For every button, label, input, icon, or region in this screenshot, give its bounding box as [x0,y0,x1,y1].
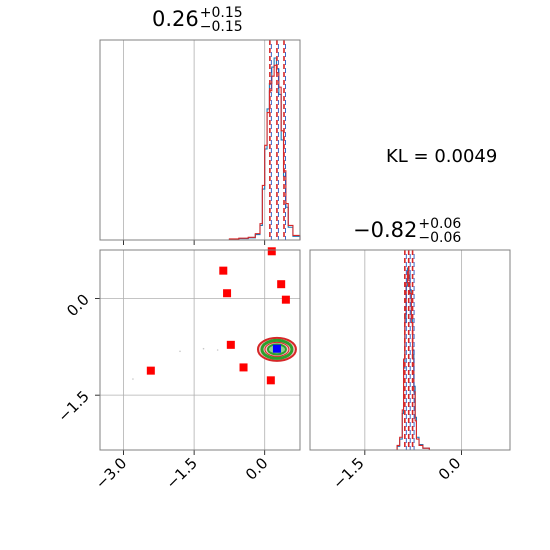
scatter-point [223,289,232,298]
contour-ref [264,341,290,357]
joint-panel: −3.0 −1.5 0.00.0−1.5 [54,247,301,493]
y-tick-label: −1.5 [54,387,92,425]
y-tick-label: 0.0 [63,290,93,320]
scatter-point [226,340,235,349]
scatter-point [277,280,286,289]
axes-frame [99,249,301,451]
x-tick-label: −3.0 [92,454,130,492]
scatter-point [267,247,276,256]
marginal-title-param-1: 0.26 +0.15 −0.15 [152,5,243,35]
scatter-point [281,295,290,304]
sample-dot [216,349,219,351]
kl-annotation: KL = 0.0049 [386,146,498,167]
x-tick-label: 0.0 [242,454,272,484]
scatter-point [146,366,155,375]
sample-dot [132,378,134,380]
scatter-point [266,376,275,385]
axes-frame [309,249,511,451]
marginal-panel-param-1 [99,39,301,245]
x-tick-label: −1.5 [162,454,200,492]
truth-point [272,344,281,353]
scatter-point [219,266,228,275]
contour-middle [260,338,294,360]
x-tick-label: 0.0 [435,454,465,484]
marginal-title-param-2: −0.82 +0.06 −0.06 [353,216,462,246]
sample-dot [202,347,205,350]
sample-dot [179,350,181,353]
histogram-series-2 [220,64,301,241]
axes-frame [99,39,301,241]
scatter-point [239,363,248,372]
x-tick-label: −1.5 [329,454,367,492]
marginal-panel-param-2: −1.5 0.0 [309,249,511,493]
